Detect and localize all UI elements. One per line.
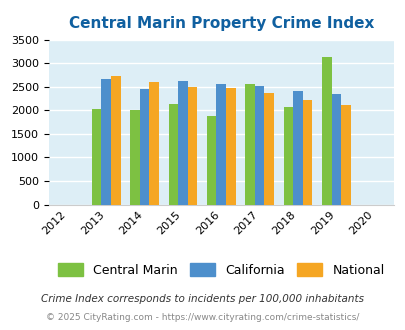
Bar bbox=[92, 109, 101, 205]
Bar bbox=[264, 93, 273, 205]
Bar bbox=[111, 76, 120, 205]
Legend: Central Marin, California, National: Central Marin, California, National bbox=[52, 257, 390, 283]
Bar bbox=[130, 110, 139, 205]
Text: © 2025 CityRating.com - https://www.cityrating.com/crime-statistics/: © 2025 CityRating.com - https://www.city… bbox=[46, 313, 359, 322]
Text: Crime Index corresponds to incidents per 100,000 inhabitants: Crime Index corresponds to incidents per… bbox=[41, 294, 364, 304]
Bar bbox=[139, 89, 149, 205]
Bar bbox=[245, 84, 254, 205]
Bar bbox=[178, 81, 187, 205]
Bar bbox=[254, 86, 264, 205]
Bar bbox=[149, 82, 159, 205]
Bar bbox=[216, 84, 226, 205]
Bar bbox=[168, 104, 178, 205]
Bar bbox=[302, 100, 311, 205]
Bar bbox=[340, 105, 350, 205]
Title: Central Marin Property Crime Index: Central Marin Property Crime Index bbox=[68, 16, 373, 31]
Bar bbox=[283, 107, 292, 205]
Bar bbox=[226, 88, 235, 205]
Bar bbox=[321, 56, 331, 205]
Bar bbox=[331, 94, 340, 205]
Bar bbox=[187, 87, 197, 205]
Bar bbox=[292, 91, 302, 205]
Bar bbox=[207, 116, 216, 205]
Bar bbox=[101, 79, 111, 205]
